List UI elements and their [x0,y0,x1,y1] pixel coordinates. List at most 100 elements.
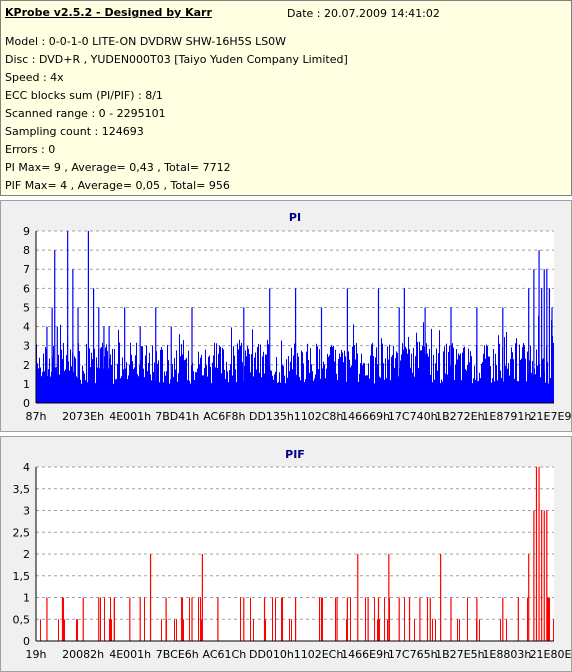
pi-bar [238,349,239,403]
pi-bar [415,356,416,403]
pi-bar [484,345,485,403]
pi-bar [542,359,543,403]
pif-bar [379,619,380,641]
pi-bar [99,368,100,403]
pif-bar [365,597,366,641]
pif-bar [414,619,415,641]
pi-bar [106,344,107,403]
pi-bar [237,343,238,403]
pif-bar [176,619,177,641]
pi-bar [537,365,538,403]
pi-bar [209,355,210,403]
pi-bar [315,374,316,403]
pi-bar [105,347,106,403]
pi-bar [160,349,161,403]
pi-bar [87,382,88,403]
pi-bar [268,344,269,403]
pi-bar [453,347,454,403]
pi-bar [64,370,65,403]
pi-bar [372,342,373,403]
pi-bar [524,344,525,403]
pi-bar [173,376,174,403]
pi-bar [79,351,80,403]
pif-peak-bar [543,510,545,641]
pi-peak-bar [403,288,405,403]
pi-bar [519,344,520,403]
pi-bar [545,382,546,403]
pi-bar [264,373,265,403]
pi-peak-bar [139,326,141,403]
pi-bar [325,378,326,403]
pi-bar [529,360,530,403]
pi-bar [531,373,532,403]
pi-bar [175,369,176,403]
pi-bar [423,322,424,403]
pi-bar [177,381,178,403]
pi-bar [125,368,126,403]
sampling-line: Sampling count : 124693 [5,125,144,138]
pif-bar [240,597,241,641]
pi-bar [488,356,489,403]
model-line: Model : 0-0-1-0 LITE-ON DVDRW SHW-16H5S … [5,35,287,48]
pi-bar [523,343,524,403]
pi-ytick-label: 3 [23,340,30,353]
pif-bar [201,619,202,641]
pi-bar [255,352,256,403]
pif-ytick-label: 3 [23,505,30,518]
pi-bar [436,348,437,403]
pi-bar [220,346,221,403]
pif-peak-bar [450,597,452,641]
pi-bar [525,358,526,403]
pi-bar [443,351,444,403]
pi-bar [228,382,229,403]
pi-bar [213,355,214,403]
pi-bar [442,381,443,403]
pi-bar [308,359,309,403]
pi-bar [206,365,207,403]
pi-bar [326,368,327,403]
pi-peak-bar [103,326,105,403]
pi-bar [168,360,169,403]
pi-bar [540,377,541,403]
pi-bar [186,357,187,403]
pi-bar [339,353,340,403]
pi-bar [318,369,319,403]
pif-bar [182,597,183,641]
pi-bar [159,382,160,403]
pi-bar [141,346,142,403]
pi-bar [239,339,240,403]
pi-bar [449,345,450,403]
pif-xtick-label: 1E8803h [482,648,531,661]
pi-bar [370,355,371,403]
pi-bar [392,355,393,403]
pi-peak-bar [56,326,58,403]
pi-bar [452,343,453,403]
pi-bar [248,348,249,403]
pi-bar [83,371,84,403]
pi-bar [307,343,308,403]
pi-bar [135,355,136,403]
pi-bar [290,361,291,403]
pi-chart-title: PI [289,211,301,224]
pif-bar [253,619,254,641]
pi-bar [146,345,147,403]
pif-bar [404,597,405,641]
pi-bar [495,353,496,403]
pi-bar [223,349,224,403]
pi-bar [464,346,465,403]
pi-bar [324,364,325,403]
pif-peak-bar [336,597,338,641]
pi-bar [234,355,235,403]
pi-peak-bar [77,307,79,403]
pi-bar [508,363,509,403]
pif-peak-bar [98,597,100,641]
pif-bar [547,597,548,641]
pi-peak-bar [543,269,545,403]
pi-peak-bar [424,307,426,403]
pi-peak-bar [538,250,540,403]
pif-bar [527,597,528,641]
pif-peak-bar [548,597,551,641]
pif-bar [479,619,480,641]
pi-bar [38,368,39,403]
pi-bar [82,365,83,403]
